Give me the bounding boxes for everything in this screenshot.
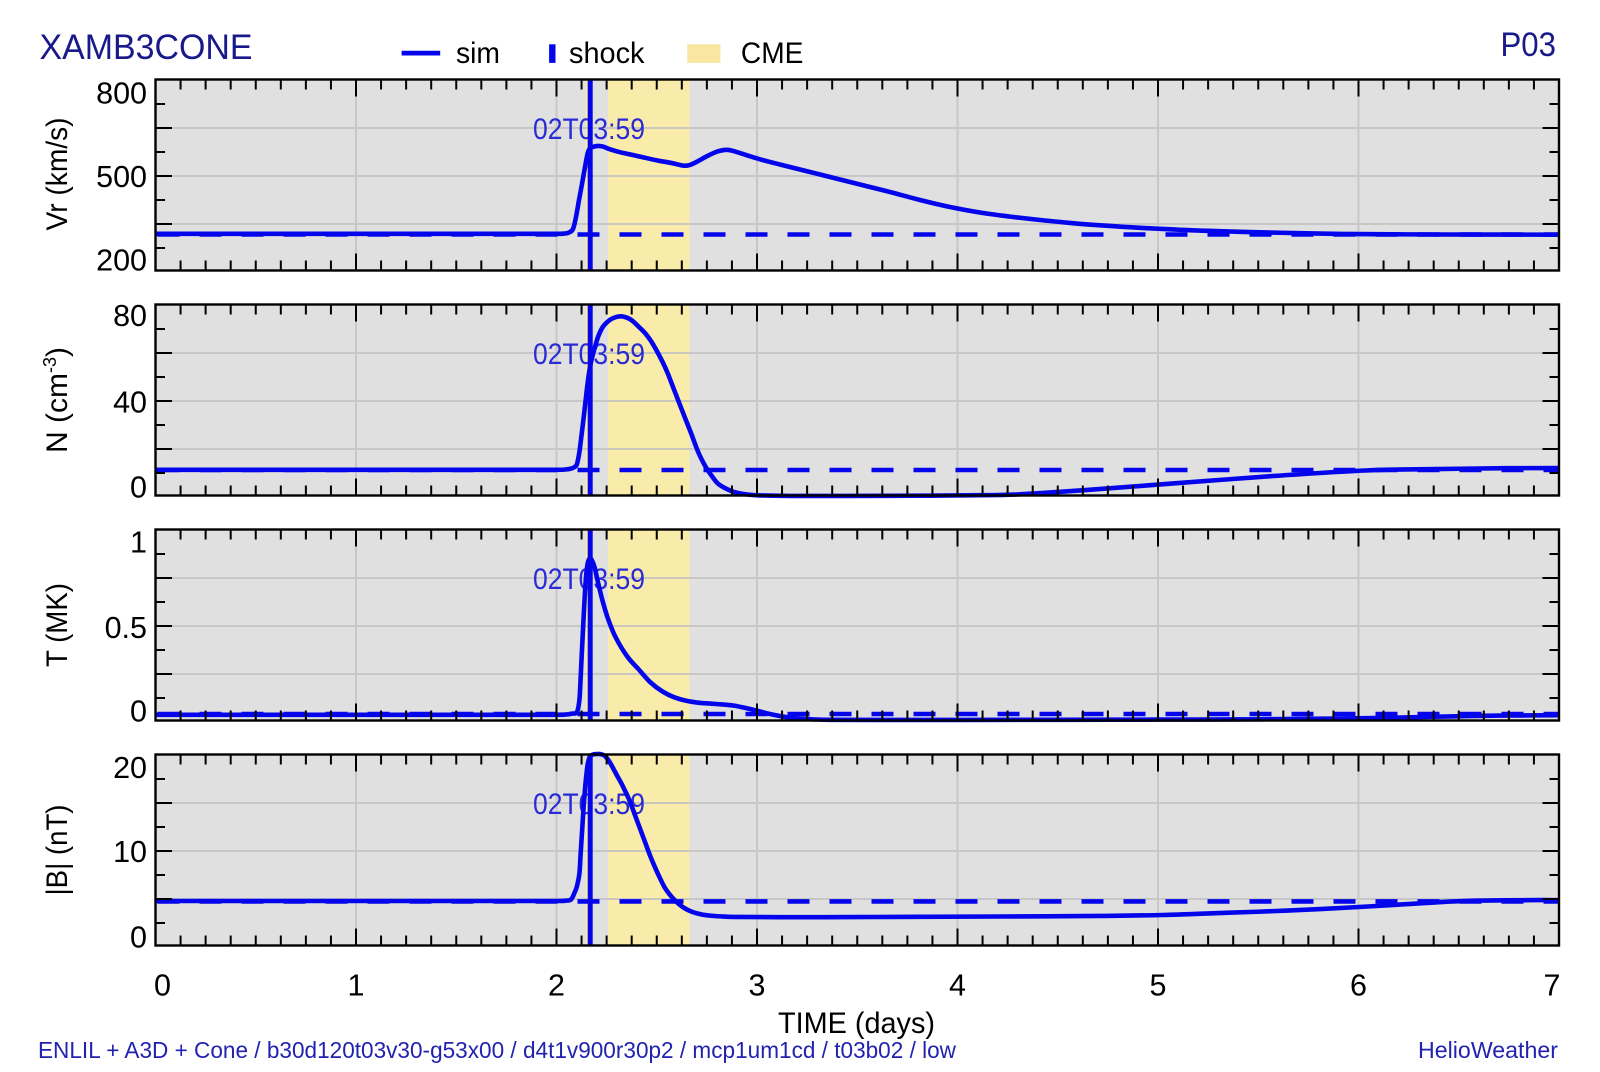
- svg-text:1: 1: [348, 969, 365, 1003]
- svg-text:40: 40: [113, 386, 147, 420]
- svg-text:0.5: 0.5: [105, 611, 147, 645]
- svg-text:HelioWeather: HelioWeather: [1418, 1037, 1558, 1063]
- svg-text:3: 3: [749, 969, 766, 1003]
- svg-text:0: 0: [130, 695, 147, 729]
- svg-text:6: 6: [1350, 969, 1367, 1003]
- svg-text:T (MK): T (MK): [41, 583, 74, 667]
- svg-text:0: 0: [130, 471, 147, 505]
- svg-text:Vr (km/s): Vr (km/s): [41, 118, 74, 231]
- svg-text:800: 800: [96, 77, 147, 111]
- svg-text:5: 5: [1150, 969, 1167, 1003]
- svg-text:TIME (days): TIME (days): [778, 1007, 935, 1040]
- svg-text:0: 0: [154, 969, 171, 1003]
- svg-text:200: 200: [96, 244, 147, 278]
- svg-text:1: 1: [130, 526, 147, 560]
- svg-text:0: 0: [130, 921, 147, 955]
- svg-text:500: 500: [96, 160, 147, 194]
- svg-text:20: 20: [113, 751, 147, 785]
- svg-text:shock: shock: [569, 37, 645, 70]
- svg-text:2: 2: [548, 969, 565, 1003]
- svg-text:7: 7: [1544, 969, 1561, 1003]
- svg-text:ENLIL + A3D + Cone / b30d120t0: ENLIL + A3D + Cone / b30d120t03v30-g53x0…: [38, 1037, 956, 1063]
- svg-text:XAMB3CONE: XAMB3CONE: [40, 28, 253, 67]
- svg-text:|B| (nT): |B| (nT): [41, 805, 74, 896]
- svg-text:80: 80: [113, 299, 147, 333]
- svg-text:sim: sim: [456, 37, 500, 70]
- svg-text:10: 10: [113, 835, 147, 869]
- svg-text:4: 4: [949, 969, 966, 1003]
- svg-text:P03: P03: [1501, 26, 1557, 64]
- svg-text:CME: CME: [741, 37, 804, 70]
- svg-text:N (cm-3): N (cm-3): [40, 347, 74, 453]
